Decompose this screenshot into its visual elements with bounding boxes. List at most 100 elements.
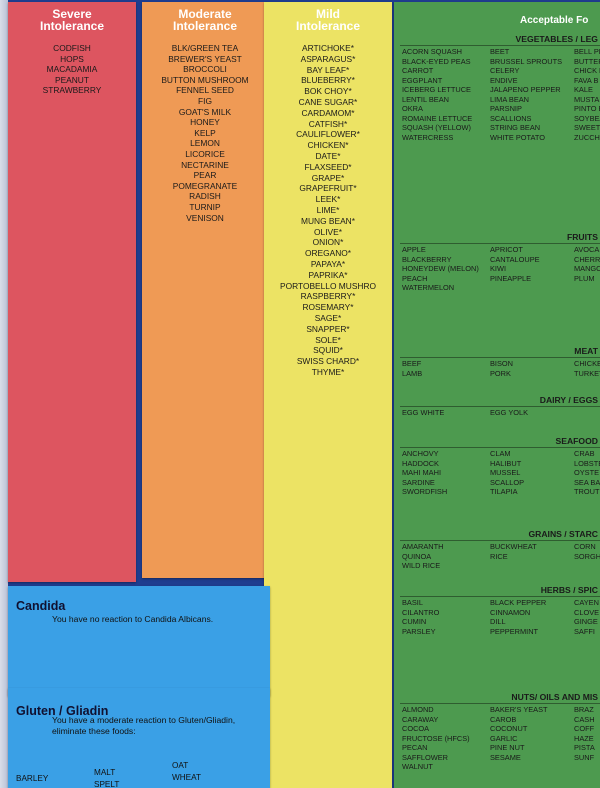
food-item: LOBSTE [574,458,600,468]
food-item: ONION* [312,237,344,248]
food-item: ACORN SQUASH [402,47,462,56]
food-item: BLACKBERRY [402,254,452,264]
section-column: AVOCADCHERRYMANGOPLUM [574,245,600,293]
acceptable-foods-column: Acceptable Fo VEGETABLES / LEG ACORN SQUA… [394,2,600,788]
food-item: LIMA BEAN [490,94,530,104]
section-title: FRUITS [394,232,600,242]
food-item: SAFFLOWER [402,752,448,762]
section-column: BISON PORK [490,359,574,378]
food-item: BEEF [402,359,422,368]
food-item: SORGH [574,551,600,561]
food-item: BLACK PEPPER [490,598,547,607]
food-item: GRAPE* [311,172,345,183]
moderate-title: Moderate Intolerance [142,2,268,32]
section-divider [400,357,600,358]
food-item: CARDAMOM* [301,107,355,118]
food-item: MAHI MAHI [402,468,442,477]
section-column: CLAM HALIBUT MUSSEL SCALLOP TILAPIA [490,449,574,497]
food-item: CAROB [490,714,517,724]
section-title-text: VEGETABLES / LEG [515,34,598,44]
food-item: PEANUT [55,74,89,85]
food-item: SEA BA [574,477,600,487]
food-item: ANCHOVY [402,449,439,458]
candida-panel: Candida You have no reaction to Candida … [8,586,270,696]
section-grid: APPLE BLACKBERRY HONEYDEW (MELON) PEACH WATE… [402,245,600,293]
section-column: CHICKETURKEY [574,359,600,378]
food-item: SCALLOP [490,477,525,487]
food-item: LAMB [402,368,423,378]
food-item: LEEK* [315,194,341,205]
section-column: CORN SORGH [574,542,600,571]
food-item: PAPAYA* [310,258,346,269]
food-item: ASPARAGUS* [300,53,356,64]
section-column: ANCHOVY HADDOCK MAHI MAHI SARDINE SWORDFISH [402,449,490,497]
food-item: SWORDFISH [402,487,448,496]
food-item: PECAN [402,743,428,752]
food-item: SOLE* [315,334,341,345]
moderate-intolerance-column: Moderate Intolerance BLK/GREEN TEA BREWER… [142,2,268,578]
food-item: SWISS CHARD* [296,356,360,367]
food-item: TROUT [574,487,600,496]
food-item: JALAPENO PEPPER [490,85,561,94]
mild-title-line1: Mild [316,7,340,21]
food-item: WATERMELON [402,283,455,292]
section-title-text: MEAT [574,346,598,356]
severe-title-line1: Severe [52,7,92,21]
food-item: SARDINE [402,477,435,487]
section-grid: ANCHOVY HADDOCK MAHI MAHI SARDINE SWORDFISH C… [402,449,600,497]
food-item: ZUCCHI [574,132,600,142]
food-item: CARAWAY [402,714,439,724]
food-item: SNAPPER* [306,323,350,334]
food-item: SWEET [574,123,600,132]
acceptable-title: Acceptable Fo [520,15,589,26]
food-item: ROSEMARY* [302,302,354,313]
severe-intolerance-column: Severe Intolerance CODFISH HOPS MACADAMIA P… [8,2,136,582]
food-item: EGG WHITE [402,408,445,417]
food-item: CANE SUGAR* [298,96,358,107]
food-item: FLAXSEED* [304,161,352,172]
candida-text: You have no reaction to Candida Albicans… [52,614,214,624]
food-item: CLOVE [574,607,600,617]
food-item: CHICKEN* [307,140,349,151]
food-item: EGGPLANT [402,75,443,85]
food-item: HOPS [60,53,84,64]
food-item: ENDIVE [490,75,518,85]
food-item: OREGANO* [304,248,352,259]
food-item: OLIVE* [314,226,342,237]
gluten-title: Gluten / Gliadin [16,704,109,718]
food-item: BRAZ [574,705,594,714]
food-item: PINTO B [574,104,600,113]
section-column: EGG YOLK [490,408,574,418]
food-item: HALIBUT [490,458,522,468]
food-item: BAKER'S YEAST [490,705,548,714]
food-item: TURNIP [189,201,221,212]
food-item: BLACK-EYED PEAS [402,56,471,66]
food-item: CINNAMON [490,607,531,617]
food-item: CHERRY [574,254,600,264]
food-item: RADISH [189,191,221,202]
food-item: SUNF [574,752,595,762]
food-item: WILD RICE [402,561,441,570]
food-item: CARROT [402,66,434,75]
food-item: RASPBERRY* [300,291,356,302]
food-item: AVOCAD [574,245,600,254]
food-item: MUSSEL [490,468,521,477]
section-title: SEAFOOD [394,436,600,446]
food-item: BRUSSEL SPROUTS [490,56,563,66]
section-grid: BASIL CILANTRO CUMIN PARSLEY BLACK PEPPER CIN… [402,598,600,636]
food-item: BUTTER [574,56,600,66]
food-item: WHITE POTATO [490,132,546,142]
food-item: BROCCOLI [183,64,227,75]
food-item: AMARANTH [402,542,444,551]
food-item: GRAPEFRUIT* [299,183,357,194]
food-item: SESAME [490,752,521,762]
severe-title: Severe Intolerance [8,2,136,32]
mild-food-list: ARTICHOKE* ASPARAGUS* BAY LEAF* BLUEBERRY* B… [264,43,392,378]
section-title: GRAINS / STARC [394,529,600,539]
section-title-text: NUTS/ OILS AND MIS [511,692,598,702]
section-divider [400,703,600,704]
paper-edge [0,0,8,788]
food-item: MACADAMIA [46,64,98,75]
section-divider [400,596,600,597]
